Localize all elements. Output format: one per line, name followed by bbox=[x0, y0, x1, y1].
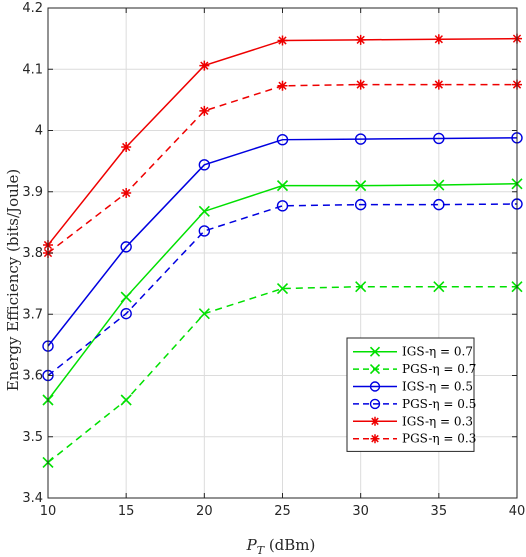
legend-marker bbox=[369, 346, 381, 357]
data-point bbox=[199, 105, 210, 116]
data-point bbox=[355, 180, 367, 192]
data-point bbox=[198, 205, 210, 217]
data-point bbox=[433, 79, 444, 90]
data-point bbox=[199, 60, 210, 71]
data-point bbox=[433, 132, 445, 145]
legend-item: PGS-η = 0.7 bbox=[353, 362, 476, 376]
x-tick-label: 25 bbox=[274, 504, 291, 519]
y-tick-label: 3.7 bbox=[22, 307, 43, 322]
y-tick-label: 3.5 bbox=[22, 430, 43, 445]
data-point bbox=[120, 291, 132, 303]
data-point bbox=[354, 133, 367, 145]
data-point bbox=[120, 241, 132, 253]
axis-ticks bbox=[47, 7, 518, 499]
y-tick-label: 3.8 bbox=[22, 246, 43, 261]
legend-item: IGS-η = 0.5 bbox=[353, 380, 473, 394]
data-point bbox=[355, 79, 366, 90]
data-point bbox=[120, 307, 132, 320]
data-point bbox=[433, 34, 444, 45]
legend: IGS-η = 0.7 PGS-η = 0.7 IGS-η = 0.5 PGS-η =… bbox=[346, 337, 476, 452]
y-tick-label: 4.2 bbox=[22, 1, 43, 16]
x-tick-label: 30 bbox=[352, 504, 369, 519]
legend-label: PGS-η = 0.5 bbox=[402, 397, 476, 411]
data-point bbox=[121, 142, 132, 153]
y-tick-label: 4.1 bbox=[22, 62, 43, 77]
data-point bbox=[433, 179, 445, 191]
legend-marker bbox=[369, 364, 381, 375]
legend-marker bbox=[370, 434, 380, 444]
x-axis-label-unit: (dBm) bbox=[264, 536, 315, 554]
data-point bbox=[198, 159, 211, 171]
y-tick-label: 4 bbox=[35, 124, 43, 139]
data-point bbox=[276, 180, 289, 192]
x-tick-label: 40 bbox=[509, 504, 526, 519]
data-point bbox=[277, 80, 288, 91]
legend-marker bbox=[370, 416, 380, 426]
data-point bbox=[198, 308, 210, 320]
y-tick-label: 3.4 bbox=[22, 491, 43, 506]
series-line bbox=[47, 137, 518, 347]
data-point bbox=[277, 35, 288, 46]
y-tick-label: 3.6 bbox=[22, 369, 43, 384]
data-point bbox=[198, 225, 211, 237]
x-axis-label: PT (dBm) bbox=[246, 536, 316, 557]
x-tick-label: 15 bbox=[118, 504, 135, 519]
x-tick-label: 10 bbox=[40, 504, 57, 519]
x-axis-label-main: P bbox=[246, 536, 258, 554]
data-point bbox=[276, 133, 289, 146]
x-tick-label: 35 bbox=[431, 504, 448, 519]
legend-item: PGS-η = 0.3 bbox=[353, 432, 476, 446]
data-point bbox=[354, 198, 367, 211]
data-point bbox=[355, 34, 366, 45]
data-point bbox=[276, 200, 289, 212]
data-point bbox=[120, 394, 132, 406]
legend-label: IGS-η = 0.3 bbox=[402, 414, 473, 428]
y-tick-label: 3.9 bbox=[22, 185, 43, 200]
legend-label: PGS-η = 0.7 bbox=[402, 362, 476, 376]
legend-label: PGS-η = 0.3 bbox=[402, 432, 476, 446]
legend-marker bbox=[369, 398, 381, 410]
y-axis-label: Energy Efficiency (bits/Joule) bbox=[4, 169, 22, 392]
data-point bbox=[355, 281, 367, 293]
legend-item: IGS-η = 0.7 bbox=[353, 345, 473, 359]
legend-label: IGS-η = 0.7 bbox=[402, 345, 473, 359]
data-point bbox=[433, 281, 445, 293]
legend-label: IGS-η = 0.5 bbox=[402, 380, 473, 394]
tick-labels: 10 15 20 25 30 35 40 3.4 3.5 3.6 3.7 3.8 3.9 4 4.1 4.2 bbox=[22, 1, 525, 519]
data-point bbox=[276, 282, 289, 295]
legend-box bbox=[346, 337, 475, 452]
series-line bbox=[47, 203, 518, 377]
legend-item: IGS-η = 0.3 bbox=[353, 414, 473, 428]
legend-marker bbox=[369, 381, 381, 392]
data-point bbox=[433, 198, 445, 211]
x-tick-label: 20 bbox=[196, 504, 213, 519]
x-axis-label-sub: T bbox=[257, 544, 266, 557]
data-point bbox=[121, 187, 132, 198]
legend-item: PGS-η = 0.5 bbox=[353, 397, 476, 411]
